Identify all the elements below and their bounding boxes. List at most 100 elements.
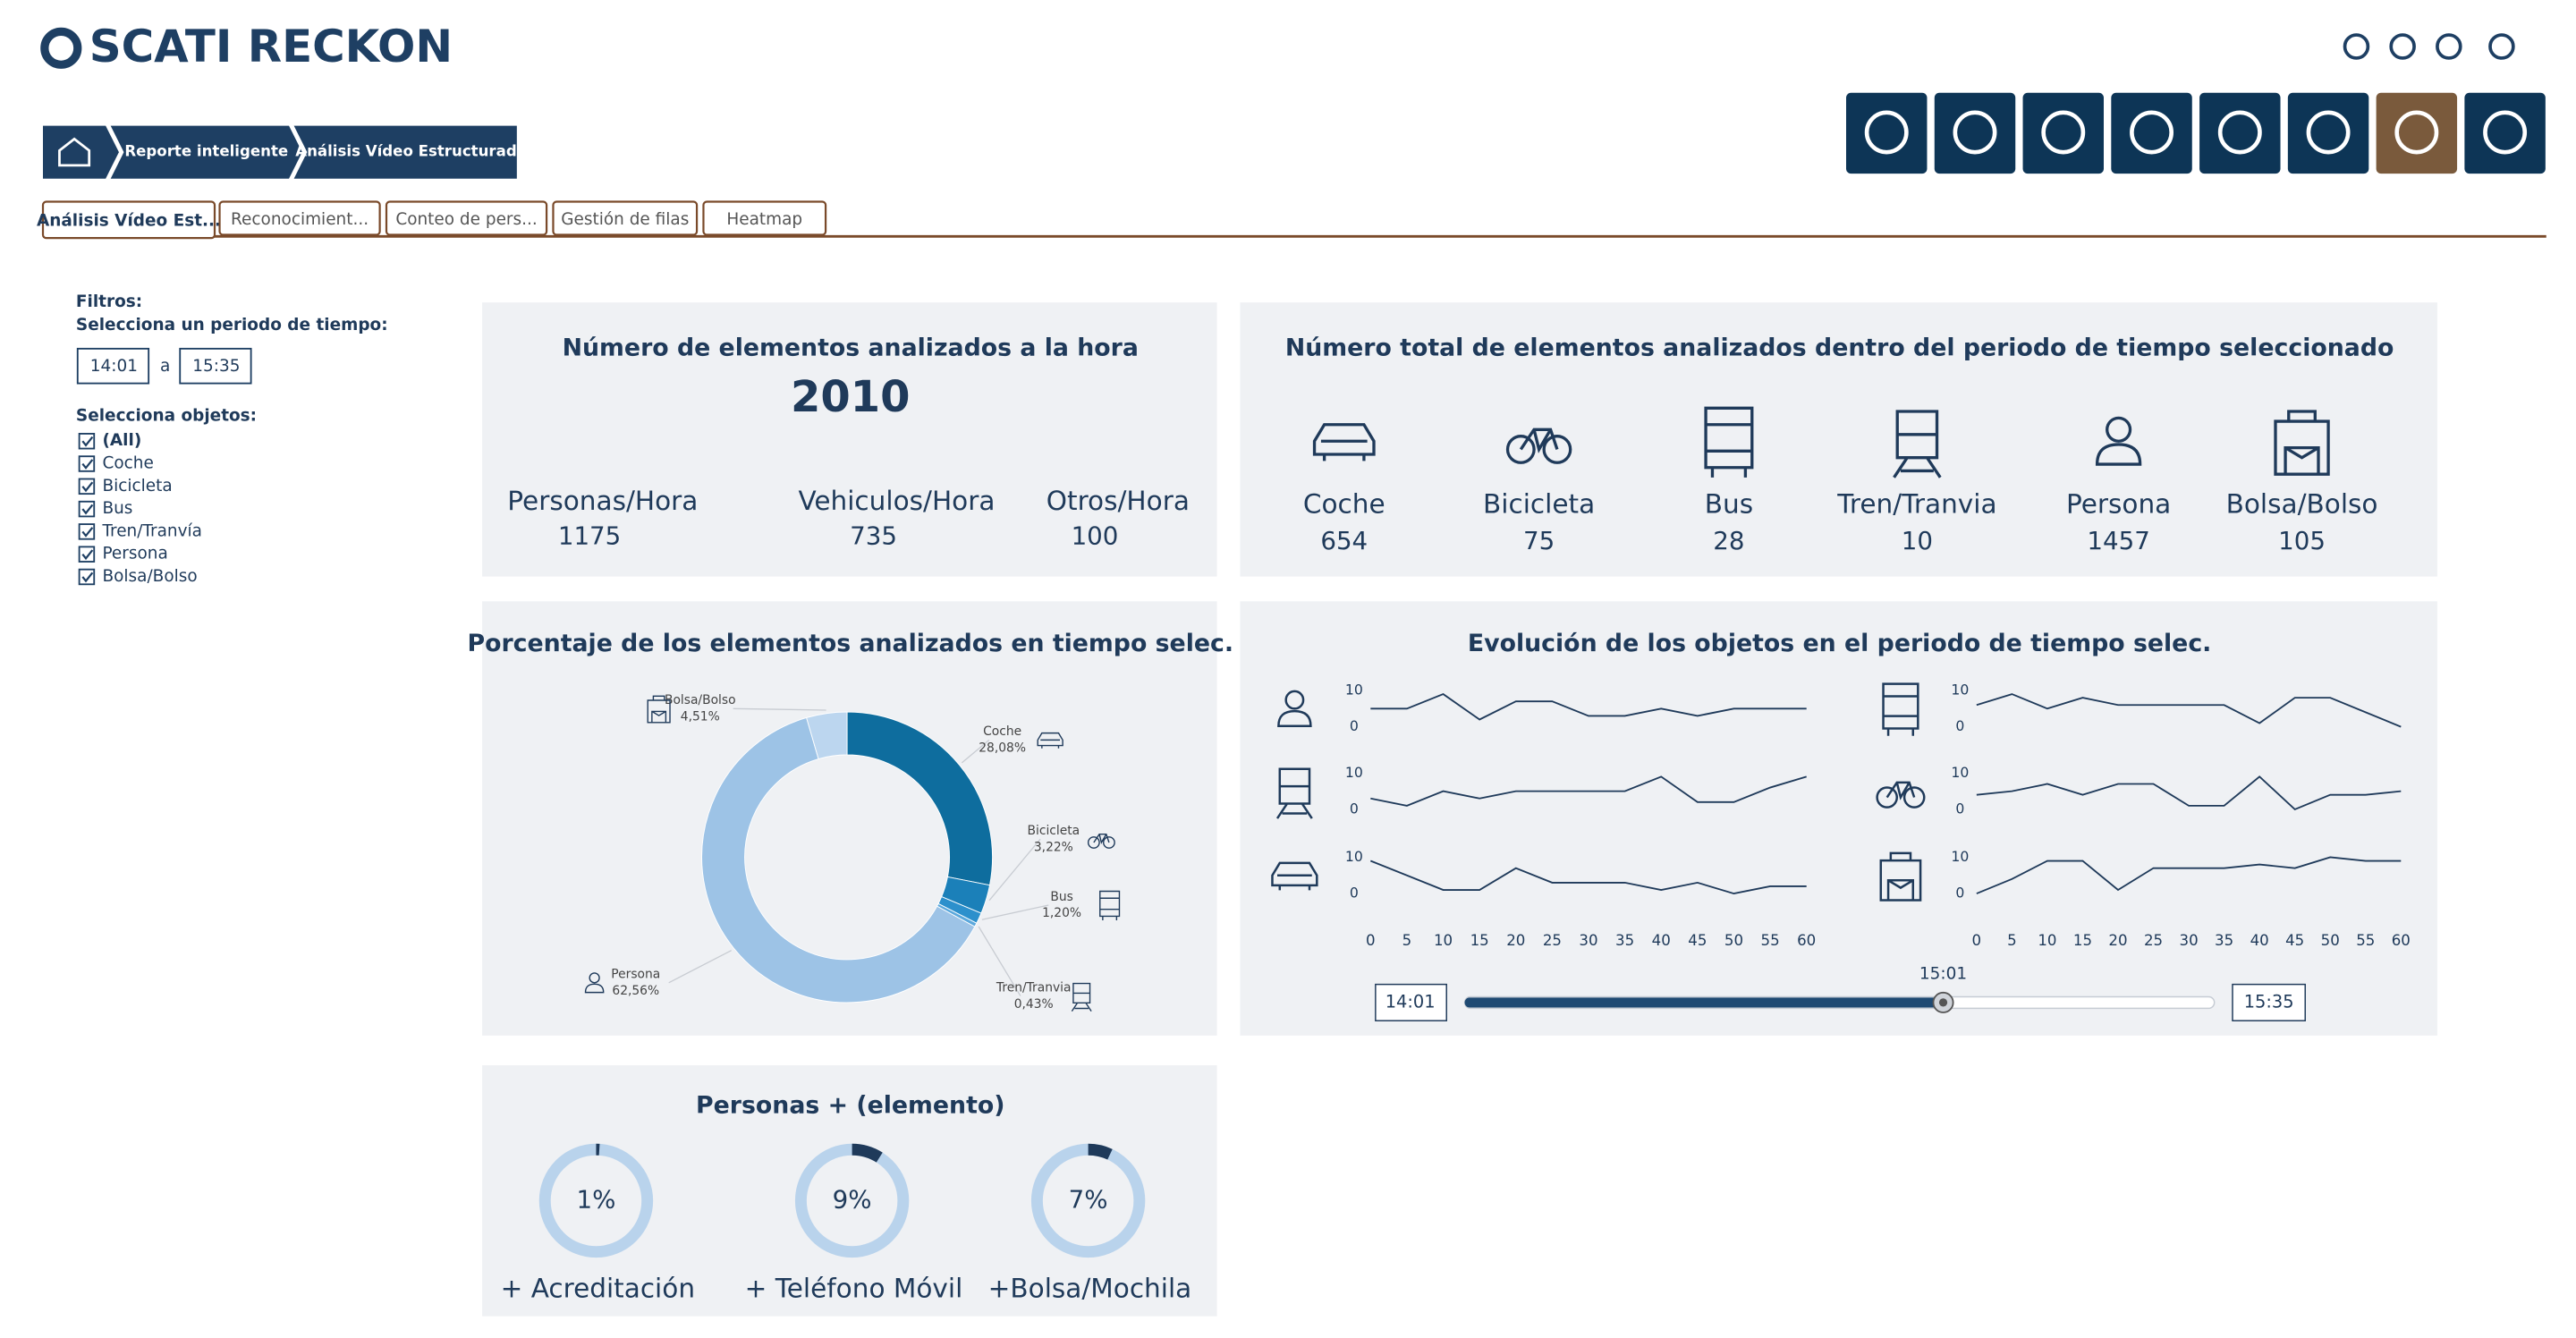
label: 14:01	[1385, 991, 1436, 1012]
tab[interactable]	[552, 200, 699, 236]
breadcrumb-item[interactable]	[110, 125, 302, 179]
breadcrumb-home[interactable]	[43, 125, 119, 179]
tab[interactable]	[385, 200, 548, 236]
y-tick-label: 10	[1951, 848, 1969, 865]
nav-icon	[2041, 110, 2086, 155]
time-input[interactable]	[179, 347, 252, 385]
nav-button[interactable]	[2287, 92, 2369, 174]
x-tick-label: 55	[1761, 932, 1780, 949]
label: Tren/Tranvia	[996, 980, 1072, 995]
line	[1976, 775, 2402, 811]
value: 75	[1523, 526, 1555, 555]
nav-button[interactable]	[2022, 92, 2104, 174]
y-tick-label: 0	[1955, 717, 1964, 734]
x-tick-label: 60	[1797, 932, 1816, 949]
label: Bicicleta	[102, 477, 172, 495]
label: Reporte inteligente	[124, 143, 288, 160]
panel-title: Número total de elementos analizados den…	[1285, 334, 2394, 361]
line	[1976, 693, 2402, 728]
time-input[interactable]	[76, 347, 150, 385]
icon-part	[1037, 732, 1063, 747]
x-tick-label: 25	[2144, 932, 2163, 949]
checkbox[interactable]	[78, 568, 96, 586]
nav-button[interactable]	[2199, 92, 2281, 174]
icon	[1505, 428, 1572, 464]
label: 15:01	[1919, 965, 1967, 984]
line	[1370, 693, 1807, 721]
x-tick-label: 10	[1434, 932, 1453, 949]
label: Tren/Tranvía	[101, 521, 202, 540]
x-tick-label: 35	[2215, 932, 2233, 949]
label: Persona	[2066, 489, 2171, 520]
total: 2010	[791, 372, 911, 422]
slider-handle-dot	[1938, 998, 1948, 1007]
panel-title: Evolución de los objetos en el periodo d…	[1468, 630, 2211, 657]
label: (All)	[102, 431, 141, 450]
y-tick-label: 0	[1955, 885, 1964, 902]
label: 14:01	[90, 357, 138, 376]
icon	[647, 695, 671, 724]
label: Persona	[102, 545, 167, 563]
icon-part	[1876, 786, 1899, 809]
icon-part	[1103, 836, 1115, 849]
x-tick-label: 30	[2180, 932, 2199, 949]
value: 10	[1902, 526, 1933, 555]
nav-icon	[2130, 110, 2174, 155]
checkbox[interactable]	[78, 500, 96, 518]
nav-button[interactable]	[2464, 92, 2546, 174]
panel	[482, 302, 1217, 577]
breadcrumb-item[interactable]	[293, 125, 517, 179]
icon-part	[1277, 709, 1312, 727]
icon	[1037, 732, 1063, 749]
icon-part	[1542, 435, 1572, 464]
checkbox[interactable]	[78, 433, 96, 450]
checkbox[interactable]	[78, 546, 96, 563]
x-tick-label: 35	[1615, 932, 1634, 949]
icon	[1876, 781, 1926, 809]
tab-label: Gestión de filas	[561, 210, 689, 229]
icon-part	[1278, 885, 1311, 891]
label: Bus	[102, 499, 132, 518]
icon-part	[584, 983, 605, 994]
checkbox[interactable]	[78, 455, 96, 472]
nav-button[interactable]	[1934, 92, 2016, 174]
checkbox[interactable]	[78, 523, 96, 540]
value: 654	[1320, 526, 1368, 555]
label: + Teléfono Móvil	[745, 1274, 963, 1304]
icon-part	[1885, 781, 1916, 800]
icon	[1275, 767, 1313, 819]
value: 105	[2278, 526, 2326, 555]
header-icon[interactable]	[2343, 33, 2370, 60]
y-tick-label: 0	[1350, 800, 1359, 817]
icon-part	[1322, 454, 1366, 462]
nav-button[interactable]	[1846, 92, 1928, 174]
icon-part	[1041, 745, 1060, 749]
nav-button[interactable]	[2376, 92, 2458, 174]
checkbox[interactable]	[78, 478, 96, 495]
value: 7%	[1069, 1184, 1108, 1214]
x-tick-label: 55	[2356, 932, 2375, 949]
line	[1369, 860, 1807, 895]
header-icon[interactable]	[2389, 33, 2416, 60]
tab[interactable]	[218, 200, 381, 236]
tab-label: Reconocimient...	[231, 210, 369, 229]
icon	[1277, 690, 1312, 727]
x-tick-label: 45	[2285, 932, 2304, 949]
label: Bolsa/Bolso	[102, 567, 197, 586]
label: Bolsa/Bolso	[2226, 489, 2378, 520]
x-tick-label: 60	[2392, 932, 2411, 949]
icon	[1879, 851, 1922, 902]
tab[interactable]	[702, 200, 827, 236]
tab[interactable]	[41, 200, 216, 240]
icon-part	[1071, 982, 1092, 1012]
x-tick-label: 10	[2038, 932, 2056, 949]
leader-line	[988, 838, 1041, 902]
icon-part	[1704, 406, 1754, 478]
header-icon[interactable]	[2488, 33, 2515, 60]
nav-button[interactable]	[2111, 92, 2192, 174]
icon-part	[1087, 836, 1100, 849]
donut-segment	[701, 716, 976, 1004]
header-icon[interactable]	[2436, 33, 2462, 60]
panel	[482, 1065, 1217, 1317]
